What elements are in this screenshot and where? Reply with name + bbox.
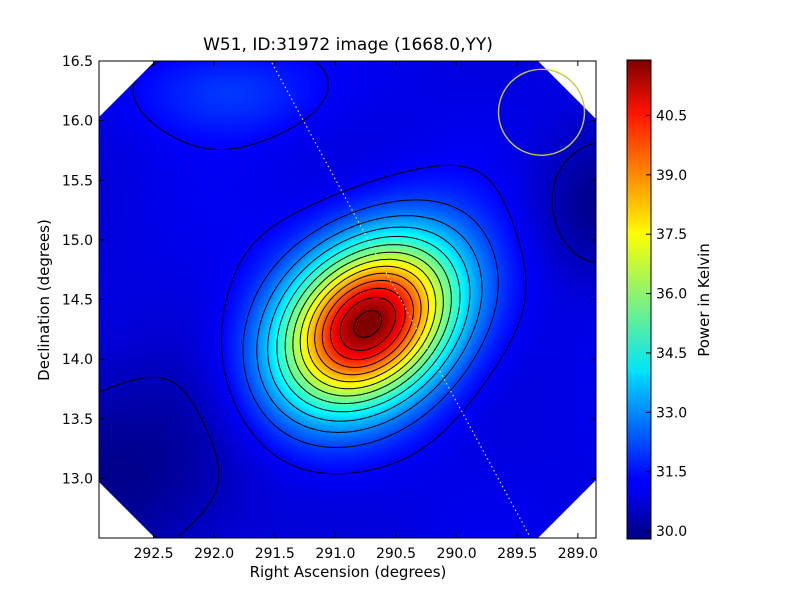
y-axis-ticks: 13.0 13.5 14.0 14.5 15.0 15.5 16.0 16.5 [62,54,596,487]
contour-level-6 [284,244,452,405]
colorbar-tick-label: 40.5 [656,108,687,124]
contour-level-9 [306,265,429,383]
contour-level-11 [321,280,414,368]
contour-level-2 [242,199,499,448]
colorbar-tick-label: 30.0 [656,524,687,540]
x-tick-label: 290.5 [376,546,416,562]
masked-corner-3 [538,480,596,538]
colorbar-ticks: 30.0 31.5 33.0 34.5 36.0 37.5 39.0 40.5 [646,108,687,540]
y-tick-label: 13.5 [62,412,93,428]
colorbar-tick-label: 37.5 [656,227,687,243]
y-tick-label: 14.5 [62,293,93,309]
x-axis-label: Right Ascension (degrees) [250,563,447,581]
y-tick-label: 16.5 [62,54,93,70]
beam-circle [497,68,586,157]
colorbar: 30.0 31.5 33.0 34.5 36.0 37.5 39.0 40.5 Power i… [626,59,713,540]
y-tick-label: 13.0 [62,471,93,487]
contour-level-14 [353,310,383,338]
colorbar-tick-label: 36.0 [656,287,687,303]
contour-level-5 [276,235,461,413]
colorbar-tick-label: 33.0 [656,405,687,421]
x-tick-label: 289.5 [497,546,537,562]
plot-area: 292.5 292.0 291.5 291.0 290.5 290.0 289.5 289.0… [62,54,598,562]
masked-corner-2 [99,482,155,538]
x-axis-ticks: 292.5 292.0 291.5 291.0 290.5 290.0 289.5 289.0 [134,61,598,562]
masked-corners [99,61,596,538]
y-tick-label: 16.0 [62,114,93,130]
contour-level-1 [132,61,527,475]
contour-level-7 [292,251,444,397]
x-tick-label: 291.5 [255,546,295,562]
y-tick-label: 14.0 [62,352,93,368]
contour-level-13 [339,297,397,351]
x-tick-label: 289.0 [558,546,598,562]
x-tick-label: 292.5 [134,546,174,562]
masked-corner-0 [99,61,155,117]
contour-level-10 [314,272,422,376]
colorbar-tick-label: 31.5 [656,465,687,481]
heatmap-image [99,61,596,538]
colorbar-label: Power in Kelvin [695,243,713,357]
y-tick-label: 15.5 [62,173,93,189]
y-axis-label: Declination (degrees) [35,219,53,381]
contour-level-8 [299,258,437,390]
contour-level-4 [267,226,471,422]
x-tick-label: 292.0 [194,546,234,562]
x-tick-label: 291.0 [315,546,355,562]
x-tick-label: 290.0 [437,546,477,562]
masked-corner-1 [538,61,596,119]
colorbar-tick-label: 39.0 [656,168,687,184]
contour-level-0 [99,142,596,538]
y-tick-label: 15.0 [62,233,93,249]
colorbar-tick-label: 34.5 [656,346,687,362]
chart-title: W51, ID:31972 image (1668.0,YY) [203,35,493,55]
colorbar-gradient [626,59,652,540]
contour-lines [99,61,596,538]
contour-level-3 [256,215,483,433]
